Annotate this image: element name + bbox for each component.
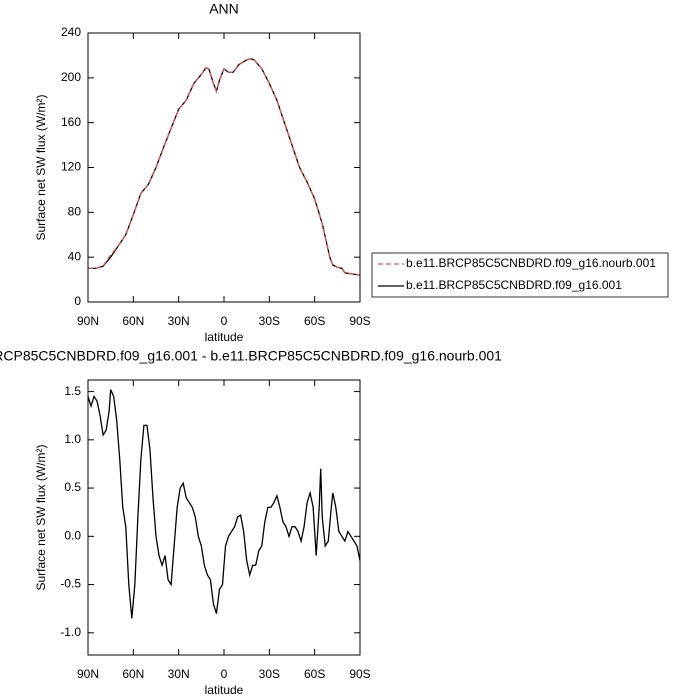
x-axis-label: latitude xyxy=(205,330,244,344)
legend-label: b.e11.BRCP85C5CNBDRD.f09_g16.nourb.001 xyxy=(406,256,656,270)
x-tick-label: 30S xyxy=(259,314,280,328)
y-tick-label: 0 xyxy=(74,294,81,308)
y-tick-label: -1.0 xyxy=(60,625,81,639)
y-tick-label: 240 xyxy=(61,25,81,39)
y-axis-label: Surface net SW flux (W/m²) xyxy=(34,444,48,590)
x-tick-label: 60N xyxy=(122,667,144,681)
data-line xyxy=(88,58,361,276)
chart-title: b.e11.BRCP85C5CNBDRD.f09_g16.001 - b.e11… xyxy=(0,348,502,364)
plot-frame xyxy=(87,32,361,303)
y-tick-label: 200 xyxy=(61,70,81,84)
x-tick-label: 30S xyxy=(259,667,280,681)
y-tick-label: 160 xyxy=(61,115,81,129)
x-tick-label: 30N xyxy=(168,314,190,328)
x-tick-label: 90S xyxy=(349,667,370,681)
y-tick-label: 40 xyxy=(68,249,82,263)
x-tick-label: 90N xyxy=(77,314,99,328)
y-tick-label: 80 xyxy=(68,205,82,219)
x-tick-label: 90S xyxy=(349,314,370,328)
x-tick-label: 90N xyxy=(77,667,99,681)
x-axis-label: latitude xyxy=(205,683,244,697)
legend-box xyxy=(371,252,669,298)
data-line xyxy=(87,389,361,619)
y-tick-label: 0.5 xyxy=(64,480,81,494)
chart-title: ANN xyxy=(209,1,239,17)
y-tick-label: -0.5 xyxy=(60,577,81,591)
y-tick-label: 1.5 xyxy=(64,384,81,398)
x-tick-label: 60S xyxy=(304,314,325,328)
x-tick-label: 60N xyxy=(122,314,144,328)
legend-label: b.e11.BRCP85C5CNBDRD.f09_g16.001 xyxy=(406,278,622,292)
y-tick-label: 120 xyxy=(61,160,81,174)
y-tick-label: 0.0 xyxy=(64,528,81,542)
x-tick-label: 0 xyxy=(221,314,228,328)
x-tick-label: 0 xyxy=(221,667,228,681)
y-axis-label: Surface net SW flux (W/m²) xyxy=(34,94,48,240)
x-tick-label: 60S xyxy=(304,667,325,681)
y-tick-label: 1.0 xyxy=(64,432,81,446)
x-tick-label: 30N xyxy=(168,667,190,681)
data-line xyxy=(88,58,361,276)
